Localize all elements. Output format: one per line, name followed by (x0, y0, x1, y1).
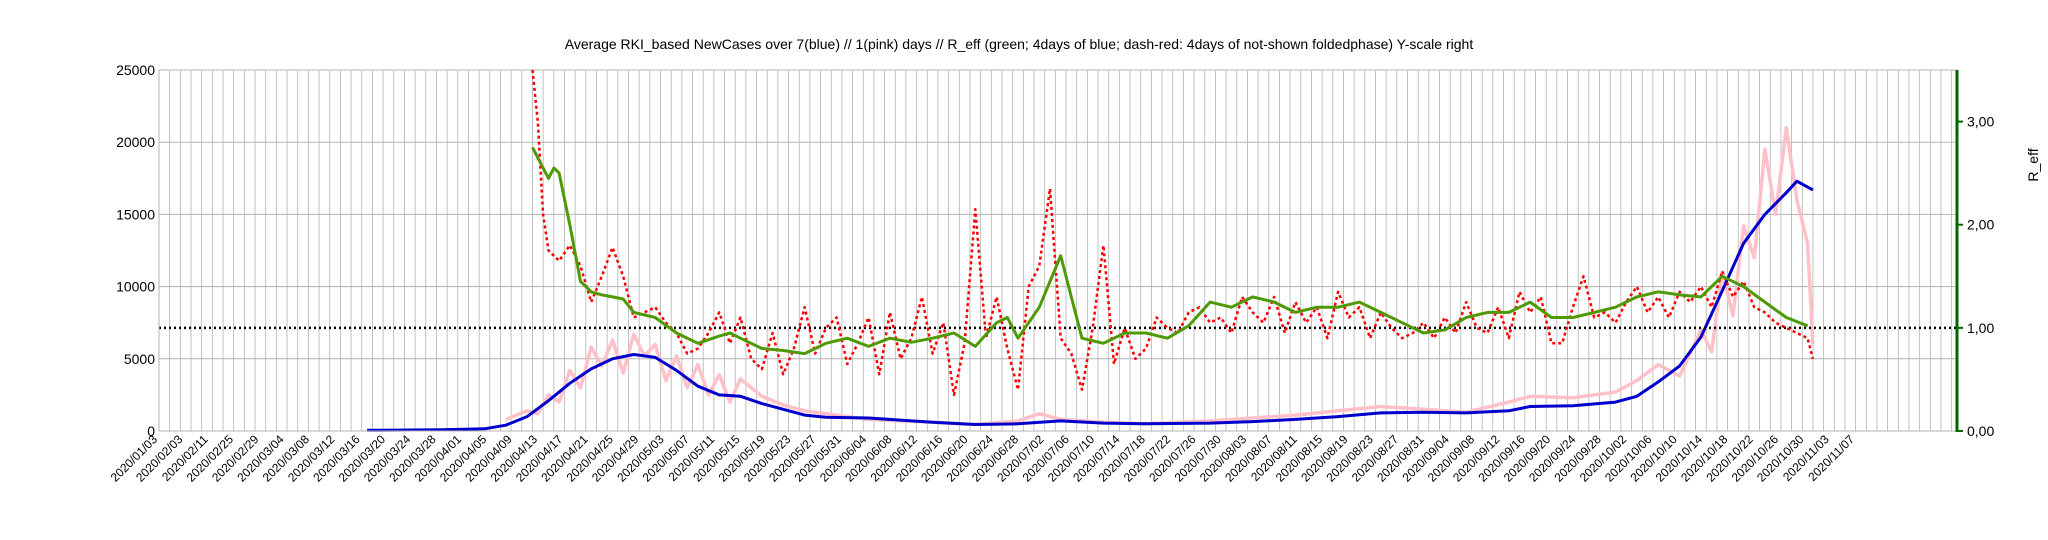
y2-axis-label: R_eff (2025, 148, 2041, 181)
chart-title: Average RKI_based NewCases over 7(blue) … (565, 36, 1474, 52)
y2-tick-label: 2,00 (1967, 217, 1994, 233)
x-axis-ticks: 2020/01/032020/02/032020/02/112020/02/25… (108, 432, 1858, 485)
axes (158, 70, 1959, 432)
r-eff-line (531, 146, 1809, 356)
y-tick-label: 5000 (124, 351, 155, 367)
y2-axis-ticks: 0,00 1,00 2,00 3,00 (1957, 114, 1994, 439)
y2-tick-label: 1,00 (1967, 320, 1994, 336)
daily-cases-series (505, 126, 1815, 427)
y-tick-label: 20000 (116, 134, 155, 150)
y2-tick-label: 3,00 (1967, 114, 1994, 130)
avg7-series (367, 179, 1814, 432)
y-tick-label: 0 (147, 423, 155, 439)
y-axis-ticks: 0 5000 10000 15000 20000 25000 (116, 62, 155, 439)
y-tick-label: 25000 (116, 62, 155, 78)
daily-cases-line (505, 126, 1815, 427)
y-tick-label: 10000 (116, 279, 155, 295)
grid (158, 69, 1957, 432)
avg7-line (367, 179, 1814, 432)
y-tick-label: 15000 (116, 206, 155, 222)
r-eff-series (531, 146, 1809, 356)
y2-tick-label: 0,00 (1967, 423, 1994, 439)
